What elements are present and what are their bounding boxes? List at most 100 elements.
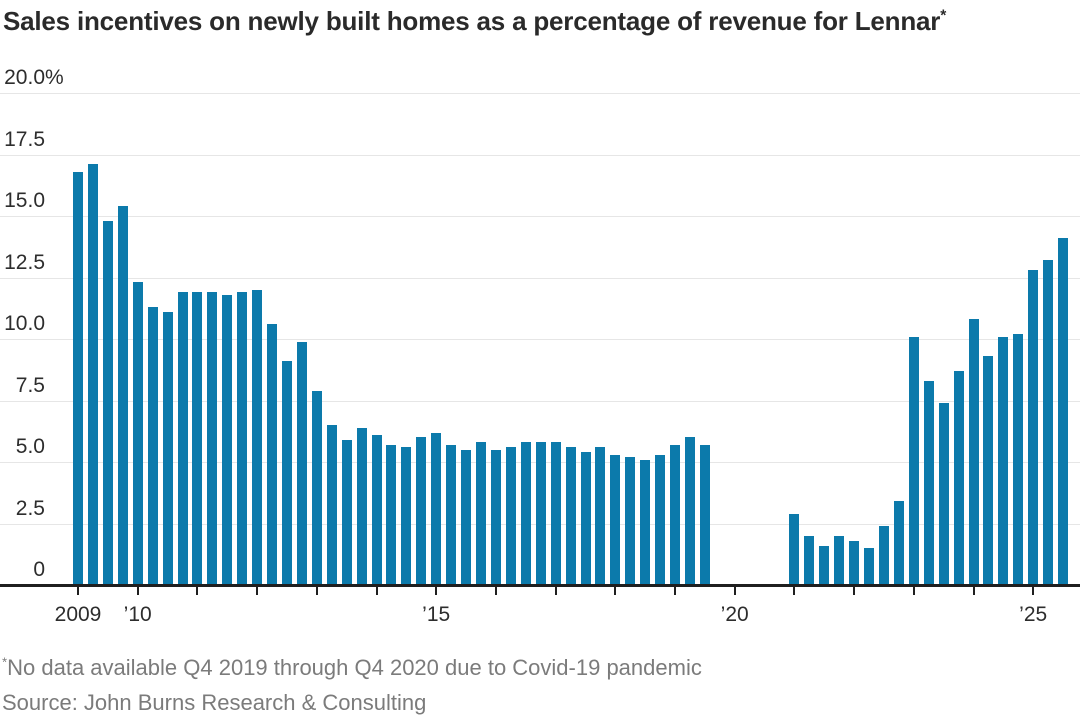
bar-2010-q3 (162, 311, 173, 585)
bar-2017-q4 (595, 447, 606, 585)
gridline-10.0 (0, 339, 1080, 340)
gridline-12.5 (0, 277, 1080, 279)
x-tick-2010 (136, 587, 139, 595)
bar-2014-q1 (371, 434, 382, 585)
bar-2018-q1 (610, 454, 621, 585)
x-tick-2016 (494, 587, 497, 595)
y-axis-label-10.0: 10.0 (4, 312, 45, 335)
x-tick-2018 (614, 587, 617, 595)
y-axis-label-15.0: 15.0 (4, 189, 45, 212)
bar-2021-q2 (804, 535, 815, 585)
x-tick-2013 (315, 587, 318, 595)
bar-2017-q2 (565, 447, 576, 585)
x-tick-2020 (733, 587, 736, 595)
bar-2012-q4 (296, 341, 307, 585)
bar-2013-q1 (311, 390, 322, 585)
bar-2016-q4 (535, 442, 546, 585)
x-tick-2009 (77, 587, 79, 595)
bar-2011-q1 (192, 292, 203, 585)
bar-2025-q1 (1028, 270, 1039, 585)
title-asterisk: * (940, 7, 947, 25)
x-tick-2011 (196, 587, 199, 595)
bar-2009-q2 (87, 164, 98, 585)
footnote: *No data available Q4 2019 through Q4 20… (2, 650, 1078, 685)
bar-2015-q3 (461, 449, 472, 585)
bar-2014-q4 (416, 437, 427, 585)
x-axis-label-2009: 2009 (54, 603, 102, 626)
x-tick-2022 (853, 587, 856, 595)
x-axis-label-2010: ’10 (123, 603, 152, 626)
x-tick-2014 (375, 587, 378, 595)
bar-2013-q3 (341, 439, 352, 585)
y-axis-unit: % (45, 66, 64, 89)
bar-2024-q3 (998, 336, 1009, 585)
bar-2023-q1 (908, 336, 919, 585)
bar-2023-q4 (953, 371, 964, 585)
bar-2011-q4 (237, 292, 248, 585)
y-axis-label-7.5: 7.5 (15, 373, 45, 397)
footnote-asterisk: * (2, 654, 8, 670)
bar-2009-q4 (117, 206, 128, 585)
bar-2009-q1 (73, 171, 83, 585)
y-axis-label-0: 0 (33, 558, 45, 581)
chart-title: Sales incentives on newly built homes as… (3, 4, 1077, 38)
bar-2010-q1 (132, 282, 143, 585)
bar-2025-q3 (1058, 238, 1069, 585)
bar-2009-q3 (102, 220, 113, 585)
bar-2025-q2 (1043, 260, 1054, 585)
y-axis-label-5.0: 5.0 (15, 435, 45, 458)
gridline-20.0 (0, 93, 1080, 94)
bar-2024-q1 (968, 319, 979, 585)
bar-2018-q3 (640, 459, 651, 585)
bar-2022-q2 (864, 548, 874, 585)
bar-2018-q2 (625, 457, 636, 585)
bar-2015-q1 (431, 432, 442, 585)
bar-2017-q1 (550, 442, 561, 585)
gridline-15.0 (0, 216, 1080, 217)
footnote-text: No data available Q4 2019 through Q4 202… (7, 655, 702, 680)
bar-2016-q3 (520, 442, 531, 585)
x-tick-2019 (674, 587, 676, 595)
bar-2017-q3 (580, 452, 591, 585)
bar-2015-q2 (446, 444, 457, 585)
bar-2024-q2 (983, 356, 994, 585)
source-line: Source: John Burns Research & Consulting (2, 690, 427, 715)
y-axis-label-20.0: 20.0% (4, 66, 64, 89)
x-tick-2017 (554, 587, 557, 595)
x-tick-2015 (435, 587, 438, 595)
x-tick-2021 (793, 587, 796, 595)
bar-2022-q1 (849, 540, 860, 585)
bar-2014-q2 (386, 444, 397, 585)
bar-2015-q4 (476, 442, 486, 585)
bar-2014-q3 (401, 447, 412, 585)
x-axis-line (0, 584, 1080, 587)
x-axis-label-2015: ’15 (422, 603, 451, 626)
y-axis-label-17.5: 17.5 (4, 127, 45, 151)
bar-2021-q4 (834, 535, 845, 585)
x-axis-label-2025: ’25 (1019, 603, 1048, 626)
chart-title-text: Sales incentives on newly built homes as… (3, 6, 941, 36)
bar-2019-q1 (670, 444, 680, 585)
x-tick-2012 (256, 587, 259, 595)
bar-2021-q3 (819, 545, 830, 585)
x-tick-2025 (1032, 587, 1035, 595)
gridline-7.5 (0, 400, 1080, 402)
bar-2012-q3 (282, 361, 292, 585)
bar-2019-q2 (684, 437, 695, 585)
bar-2018-q4 (655, 454, 666, 585)
bar-2021-q1 (789, 513, 800, 585)
x-tick-2024 (972, 587, 975, 595)
y-axis-label-12.5: 12.5 (4, 250, 45, 274)
bar-2011-q3 (222, 294, 233, 585)
bar-2016-q1 (490, 449, 501, 585)
chart-footer: *No data available Q4 2019 through Q4 20… (2, 650, 1078, 720)
bar-2016-q2 (505, 447, 516, 585)
bar-2024-q4 (1013, 334, 1024, 585)
bar-2010-q2 (147, 307, 158, 585)
bar-2011-q2 (207, 292, 218, 585)
x-axis-label-2020: ’20 (720, 603, 749, 626)
gridline-17.5 (0, 154, 1080, 156)
bar-2013-q4 (356, 427, 367, 585)
